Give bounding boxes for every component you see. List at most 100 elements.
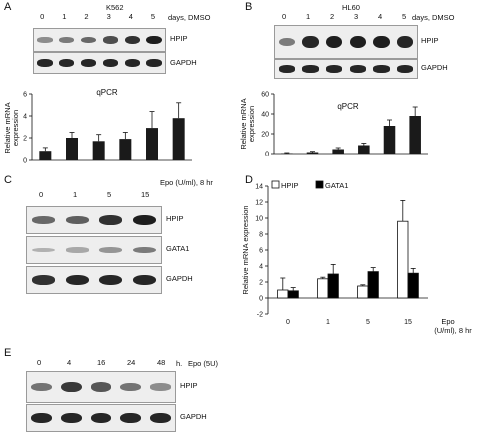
panel-c-blot-hpip bbox=[26, 206, 162, 234]
panel-a-band-gapdh bbox=[124, 59, 140, 67]
panel-d-y-tick-label: 4 bbox=[259, 264, 263, 271]
panel-c-band-gata1 bbox=[99, 247, 123, 253]
panel-d-bar-hpip bbox=[317, 278, 329, 299]
panel-d-y-tick-label: 6 bbox=[259, 248, 263, 255]
panel-b-blot-label-hpip: HPIP bbox=[421, 36, 439, 45]
panel-d-x-tick-label: 15 bbox=[404, 319, 412, 326]
panel-c-blot-gata1 bbox=[26, 236, 162, 264]
panel-e-band-hpip bbox=[61, 381, 82, 393]
panel-e-condition-label: Epo (5U) bbox=[188, 359, 219, 368]
panel-b-lane-labels: 0 1 2 3 4 5 bbox=[272, 12, 452, 24]
panel-a-blot-gapdh bbox=[33, 52, 166, 74]
panel-c-band-gapdh bbox=[32, 275, 56, 285]
panel-d-x-tick-label: 0 bbox=[286, 319, 290, 326]
panel-d-bar-gata1 bbox=[327, 273, 339, 299]
panel-d-bar-gata1 bbox=[407, 272, 419, 299]
panel-b-y-tick-label: 20 bbox=[261, 132, 269, 139]
panel-c-lane-label: 5 bbox=[107, 190, 112, 199]
panel-d-x-label-2: (U/ml), 8 hr bbox=[434, 326, 472, 335]
panel-a-band-hpip bbox=[102, 36, 119, 44]
panel-c-blot-label-gata1: GATA1 bbox=[166, 244, 190, 253]
panel-a-bar bbox=[172, 118, 185, 160]
panel-d-y-tick-label: 14 bbox=[255, 184, 263, 191]
panel-a-condition-label: days, DMSO bbox=[168, 13, 211, 22]
panel-c-band-gata1 bbox=[65, 247, 89, 253]
panel-b-band-gapdh bbox=[278, 65, 296, 73]
panel-b-lane-label: 4 bbox=[378, 12, 383, 21]
panel-a-band-gapdh bbox=[146, 59, 162, 67]
panel-a-y-tick-label: 0 bbox=[23, 158, 27, 164]
panel-b-y-label-1: Relative mRNA bbox=[239, 98, 248, 149]
panel-c-band-gapdh bbox=[65, 274, 89, 286]
panel-e-band-gapdh bbox=[149, 412, 171, 424]
panel-e-blot-gapdh bbox=[26, 404, 176, 432]
panel-a-band-gapdh bbox=[37, 59, 53, 67]
panel-d-legend-label-hpip: HPIP bbox=[281, 181, 299, 190]
panel-e-lane-label: 16 bbox=[97, 358, 106, 367]
panel-a-y-tick-label: 4 bbox=[23, 114, 27, 121]
panel-d-y-tick-label: 0 bbox=[259, 296, 263, 303]
panel-c-blot-gapdh bbox=[26, 266, 162, 294]
panel-a-y-label-2: expression bbox=[11, 110, 20, 146]
panel-e-band-gapdh bbox=[120, 412, 141, 424]
panel-e-lane-label: 24 bbox=[127, 358, 136, 367]
panel-b-band-gapdh bbox=[325, 65, 343, 73]
panel-b-y-tick-label: 60 bbox=[261, 92, 269, 99]
panel-b-lane-label: 5 bbox=[402, 12, 407, 21]
panel-b-band-gapdh bbox=[396, 65, 414, 73]
panel-a-band-hpip bbox=[124, 35, 140, 45]
panel-e-time-unit: h. bbox=[176, 359, 183, 368]
panel-d-y-tick-label: 10 bbox=[255, 216, 263, 223]
panel-letter-d: D bbox=[245, 174, 253, 186]
panel-a-lane-label: 5 bbox=[150, 12, 156, 21]
panel-a-bar bbox=[39, 151, 52, 160]
panel-e-band-hpip bbox=[120, 382, 141, 392]
panel-a-chart: 0 2 4 6 qPCR Relative mRNA expression bbox=[2, 88, 202, 165]
panel-e-band-gapdh bbox=[90, 412, 112, 424]
panel-letter-a: A bbox=[4, 1, 12, 13]
panel-e-band-gapdh bbox=[31, 412, 53, 424]
panel-a-lane-labels: 0 1 2 3 4 5 bbox=[36, 12, 216, 24]
panel-b-band-hpip bbox=[302, 35, 319, 49]
panel-c-lane-labels: 0 1 5 15 bbox=[39, 190, 190, 202]
panel-a-lane-label: 2 bbox=[84, 12, 89, 21]
panel-d-x-tick-label: 1 bbox=[326, 319, 330, 326]
panel-a-blot-label-hpip: HPIP bbox=[170, 34, 188, 43]
panel-b-band-hpip bbox=[373, 35, 390, 49]
panel-e-lane-label: 4 bbox=[67, 358, 72, 367]
panel-b-chart: 0 20 40 60 qPCR Relative mRNA expression bbox=[238, 88, 448, 159]
panel-a-bar bbox=[92, 141, 105, 160]
panel-c-band-gata1 bbox=[32, 247, 56, 253]
panel-e-lane-label: 0 bbox=[37, 358, 42, 367]
panel-d-x-tick-label: 5 bbox=[366, 319, 370, 326]
panel-d-legend-swatch-gata1 bbox=[315, 180, 324, 189]
panel-c-condition-label: Epo (U/ml), 8 hr bbox=[160, 178, 213, 187]
panel-b-condition-label: days, DMSO bbox=[412, 13, 455, 22]
panel-e-band-gapdh bbox=[61, 412, 82, 424]
panel-letter-c: C bbox=[4, 174, 12, 186]
panel-e-blot-label-hpip: HPIP bbox=[180, 381, 198, 390]
panel-d-bar-hpip bbox=[357, 285, 369, 299]
panel-b-band-gapdh bbox=[349, 65, 367, 73]
panel-c-band-hpip bbox=[132, 214, 156, 226]
panel-c-blot-label-hpip: HPIP bbox=[166, 214, 184, 223]
panel-b-lane-label: 3 bbox=[354, 12, 359, 21]
panel-d-x-label-1: Epo bbox=[441, 317, 454, 326]
panel-d-bar-hpip bbox=[397, 220, 409, 299]
panel-letter-b: B bbox=[245, 1, 253, 13]
panel-c-blot-label-gapdh: GAPDH bbox=[166, 274, 193, 283]
panel-e-lane-label: 48 bbox=[157, 358, 166, 367]
panel-e-band-hpip bbox=[149, 383, 171, 391]
panel-a-band-gapdh bbox=[80, 59, 97, 67]
panel-b-band-hpip bbox=[325, 35, 343, 49]
panel-a-band-hpip bbox=[146, 35, 162, 45]
panel-e-blot-hpip bbox=[26, 371, 176, 403]
panel-b-band-hpip bbox=[349, 35, 367, 49]
panel-b-bar bbox=[332, 149, 344, 154]
panel-a-bar bbox=[66, 138, 78, 160]
panel-a-band-gapdh bbox=[59, 59, 75, 67]
panel-a-chart-title: qPCR bbox=[96, 88, 118, 97]
panel-a-qpcr-chart: 0 2 4 6 qPCR Relative mRNA expression bbox=[3, 88, 192, 165]
panel-d-y-tick-label: 12 bbox=[255, 200, 263, 207]
